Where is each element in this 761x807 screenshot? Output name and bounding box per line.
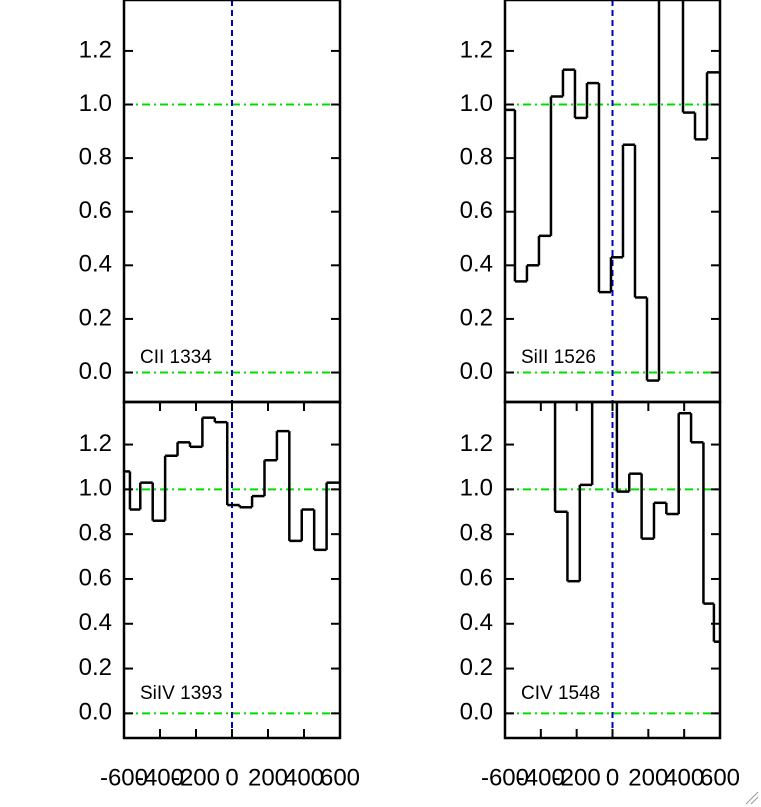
panel-title: SiIV 1393 [140, 683, 222, 704]
panel: 0.0 0.2 0.4 0.6 0.8 1.0 1.2 SiII 1526 [460, 0, 722, 404]
plot-area [505, 402, 720, 738]
panel: 0.0 0.2 0.4 0.6 0.8 1.0 1.2 -600-400-200 0 200400… [460, 400, 740, 791]
y-tick-label: 0.6 [460, 564, 493, 591]
y-tick-label: 0.6 [460, 197, 493, 224]
x-tick-label: 0 [606, 764, 619, 791]
y-tick-label: 0.4 [460, 251, 493, 278]
resize-grip [745, 791, 759, 805]
x-tick-label: -600 [481, 764, 529, 791]
plot-area [124, 0, 340, 402]
plot-area [505, 0, 720, 402]
y-tick-label: 0.6 [79, 197, 112, 224]
x-tick-label: -200 [553, 764, 601, 791]
plot-area [124, 402, 340, 738]
x-tick-label: 0 [225, 764, 238, 791]
panel-frame [503, 400, 722, 740]
x-tick-label: -400 [136, 764, 184, 791]
y-tick-label: 0.6 [79, 564, 112, 591]
x-tick-label: 200 [248, 764, 288, 791]
panel-title: CIV 1548 [521, 683, 600, 704]
x-tick-label: -600 [100, 764, 148, 791]
y-tick-label: 0.0 [79, 358, 112, 385]
y-tick-label: 0.4 [79, 609, 112, 636]
y-tick-label: 1.2 [79, 36, 112, 63]
x-tick-label: 200 [628, 764, 668, 791]
x-tick-label: -200 [172, 764, 220, 791]
y-tick-label: 0.2 [460, 654, 493, 681]
y-tick-label: 0.2 [79, 654, 112, 681]
y-tick-label: 0.0 [79, 699, 112, 726]
y-tick-label: 0.8 [460, 143, 493, 170]
x-tick-label: 400 [664, 764, 704, 791]
y-tick-label: 0.0 [460, 358, 493, 385]
x-tick-label: -400 [517, 764, 565, 791]
y-tick-label: 0.4 [460, 609, 493, 636]
y-tick-label: 1.2 [460, 430, 493, 457]
x-tick-label: 400 [284, 764, 324, 791]
y-tick-label: 0.2 [460, 304, 493, 331]
y-tick-label: 0.8 [79, 520, 112, 547]
y-tick-label: 1.2 [79, 430, 112, 457]
panel-title: SiII 1526 [521, 347, 596, 368]
y-tick-label: 0.0 [460, 699, 493, 726]
y-tick-label: 1.0 [460, 475, 493, 502]
y-tick-label: 0.4 [79, 251, 112, 278]
x-tick-label: 600 [700, 764, 740, 791]
y-tick-label: 1.0 [79, 90, 112, 117]
panel-frame [122, 400, 342, 740]
y-tick-label: 0.8 [79, 143, 112, 170]
y-tick-label: 0.8 [460, 520, 493, 547]
y-tick-label: 1.2 [460, 36, 493, 63]
panel: 0.0 0.2 0.4 0.6 0.8 1.0 1.2 CII 1334 [79, 0, 342, 404]
y-tick-label: 0.2 [79, 304, 112, 331]
panel: 0.0 0.2 0.4 0.6 0.8 1.0 1.2 -600-400-200 0 200400… [79, 400, 360, 791]
y-tick-label: 1.0 [460, 90, 493, 117]
y-tick-label: 1.0 [79, 475, 112, 502]
x-tick-label: 600 [320, 764, 360, 791]
panel-title: CII 1334 [140, 347, 212, 368]
